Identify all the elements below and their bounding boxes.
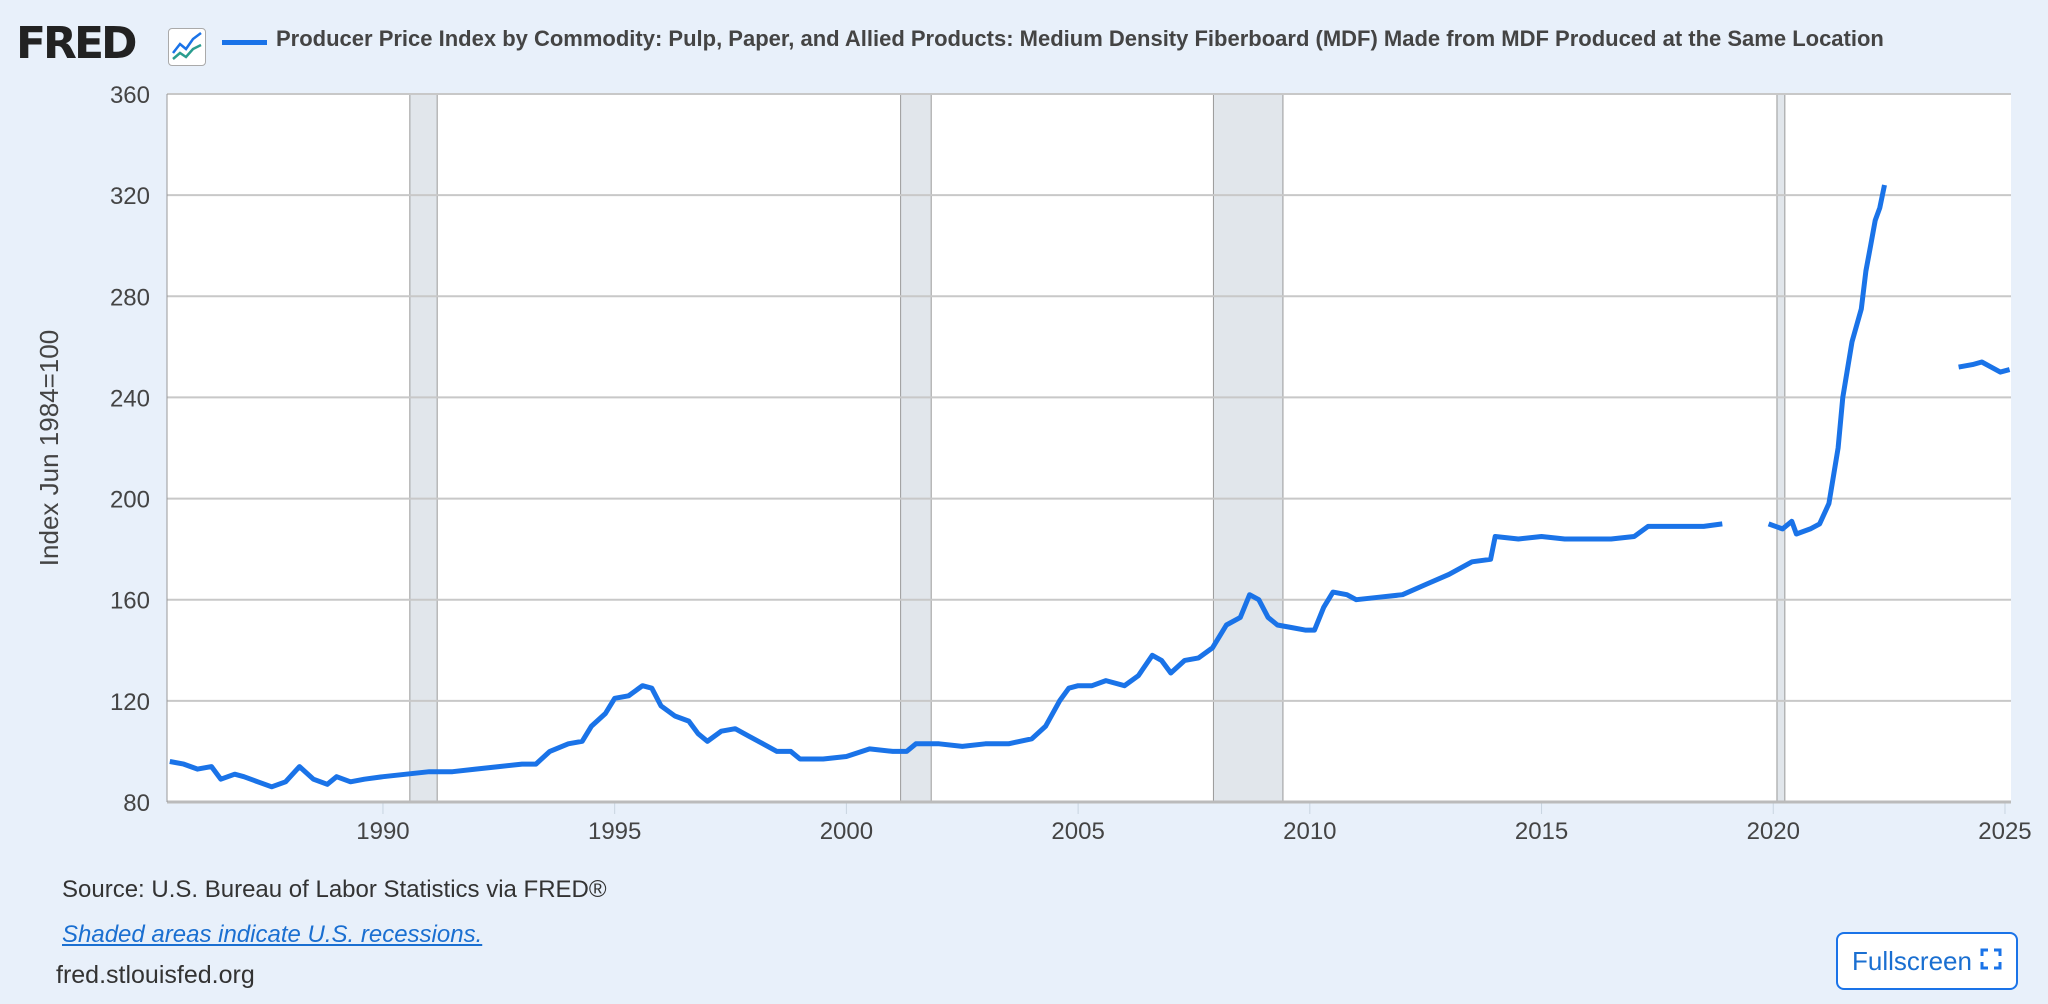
x-tick-label: 2010	[1283, 818, 1336, 845]
y-tick-label: 160	[110, 588, 150, 615]
series-line	[1767, 184, 1887, 537]
recession-band	[1212, 93, 1284, 803]
legend-line-swatch	[222, 40, 267, 45]
x-tick-label: 2000	[820, 818, 873, 845]
y-tick-label: 200	[110, 487, 150, 514]
x-tick-label: 1990	[356, 818, 409, 845]
y-tick-label: 80	[123, 790, 150, 817]
y-tick-label: 120	[110, 689, 150, 716]
recession-band	[900, 93, 932, 803]
fred-logo[interactable]: FRED	[16, 18, 138, 69]
fullscreen-icon	[1980, 946, 2002, 977]
recession-band	[1776, 93, 1786, 803]
recessions-link[interactable]: Shaded areas indicate U.S. recessions.	[62, 921, 483, 948]
y-tick-label: 280	[110, 284, 150, 311]
plot-area	[167, 94, 2011, 802]
series-line	[169, 521, 1723, 790]
fullscreen-label: Fullscreen	[1852, 945, 1972, 976]
fullscreen-button[interactable]: Fullscreen	[1836, 932, 2018, 990]
y-tick-label: 360	[110, 82, 150, 109]
x-tick-label: 2005	[1051, 818, 1104, 845]
y-tick-label: 240	[110, 385, 150, 412]
y-tick-label: 320	[110, 183, 150, 210]
x-tick-label: 2025	[1978, 818, 2031, 845]
recession-band	[409, 93, 438, 803]
source-text: Source: U.S. Bureau of Labor Statistics …	[62, 876, 607, 903]
series-line	[1958, 359, 2011, 375]
y-axis-label: Index Jun 1984=100	[34, 330, 64, 566]
x-tick-label: 2015	[1515, 818, 1568, 845]
chart-title: Producer Price Index by Commodity: Pulp,…	[276, 26, 1884, 51]
chart-logo-icon	[168, 28, 206, 66]
site-url[interactable]: fred.stlouisfed.org	[56, 961, 255, 989]
x-tick-label: 1995	[588, 818, 641, 845]
x-tick-label: 2020	[1747, 818, 1800, 845]
